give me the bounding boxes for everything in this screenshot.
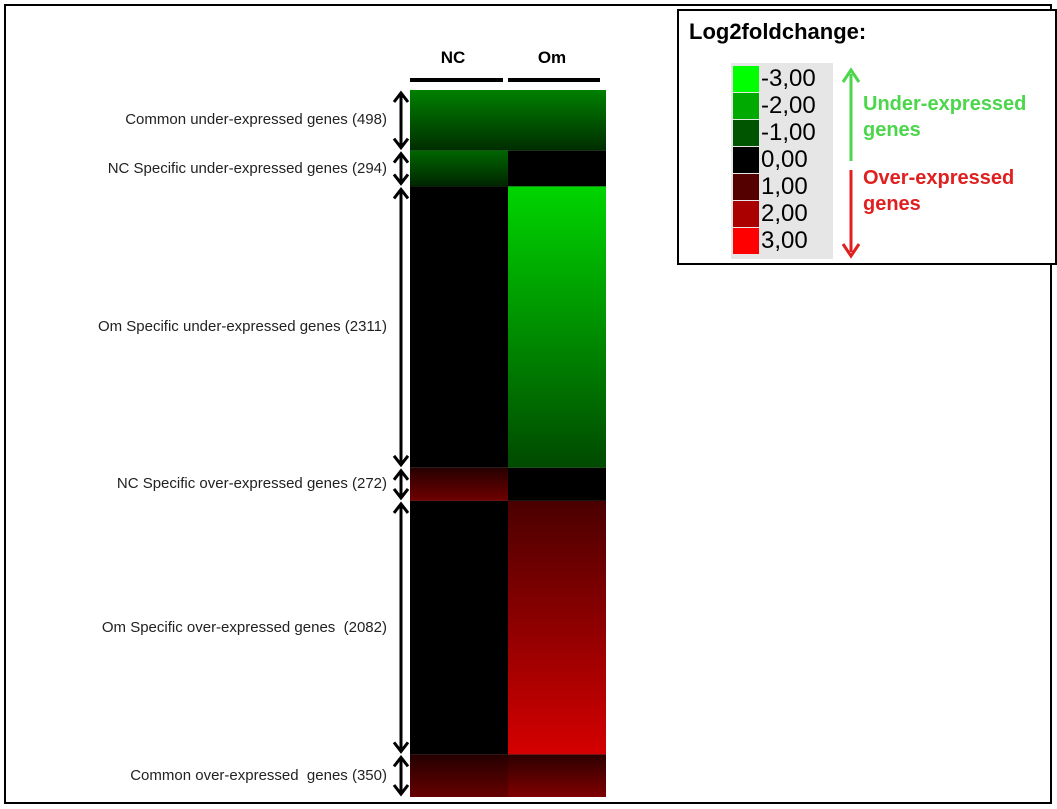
- heatmap-cell-om-3: [508, 467, 606, 501]
- arrow-head: [392, 454, 410, 468]
- arrow-head: [392, 186, 410, 200]
- arrow-head: [392, 754, 410, 768]
- arrow-head: [392, 784, 410, 797]
- legend: Log2foldchange: -3,00 -2,00 -1,00 0,00 1,00 2…: [677, 9, 1057, 265]
- legend-value-label: 3,00: [761, 227, 808, 254]
- arrow-head: [392, 501, 410, 514]
- heatmap-cell-om-5: [508, 754, 606, 797]
- heatmap-cell-nc-5: [410, 754, 508, 797]
- heatmap-cell-nc-2: [410, 186, 508, 468]
- heatmap-cell-om-4: [508, 500, 606, 755]
- group-label: Common over-expressed genes (350): [130, 766, 387, 784]
- legend-swatch: [733, 147, 759, 173]
- heatmap-cell-nc-3: [410, 467, 508, 501]
- legend-swatch: [733, 201, 759, 227]
- heatmap-cell-nc-4: [410, 500, 508, 755]
- under-expressed-label: Under-expressed genes: [863, 93, 1027, 141]
- legend-swatch: [733, 66, 759, 92]
- legend-value-label: -1,00: [761, 119, 816, 146]
- heatmap-cell-nc-1: [410, 150, 508, 187]
- group-label: Om Specific over-expressed genes (2082): [101, 618, 387, 636]
- arrow-head: [392, 173, 410, 186]
- legend-value-label: 1,00: [761, 173, 808, 200]
- arrow-head: [392, 137, 410, 151]
- legend-swatch: [733, 93, 759, 119]
- legend-swatch: [733, 228, 759, 254]
- arrow-head: [392, 151, 410, 164]
- legend-swatch: [733, 120, 759, 146]
- arrow-head: [392, 90, 410, 103]
- group-label: NC Specific under-expressed genes (294): [107, 159, 387, 177]
- arrow-head: [392, 487, 410, 501]
- column-label-om: Om: [537, 48, 567, 67]
- group-label: NC Specific over-expressed genes (272): [116, 475, 387, 493]
- heatmap-cell-om-1: [508, 150, 606, 187]
- arrow-head: [392, 741, 410, 754]
- legend-value-label: 0,00: [761, 146, 808, 173]
- column-label-nc: NC: [440, 48, 466, 67]
- group-label: Om Specific under-expressed genes (2311): [97, 318, 387, 336]
- legend-arrows: [841, 67, 861, 259]
- legend-color-scale: -3,00 -2,00 -1,00 0,00 1,00 2,00 3,00: [731, 63, 833, 259]
- legend-value-label: -2,00: [761, 92, 816, 119]
- heatmap-cell-nc-0: [410, 90, 508, 151]
- legend-swatch: [733, 174, 759, 200]
- legend-title: Log2foldchange:: [689, 19, 867, 44]
- over-expressed-label: Over-expressed genes: [863, 167, 1015, 215]
- legend-value-label: 2,00: [761, 200, 808, 227]
- group-label: Common under-expressed genes (498): [125, 111, 387, 129]
- figure-frame: [4, 4, 1052, 804]
- legend-value-label: -3,00: [761, 65, 816, 92]
- heatmap-cell-om-2: [508, 186, 606, 468]
- arrow-head: [392, 468, 410, 481]
- heatmap-cell-om-0: [508, 90, 606, 151]
